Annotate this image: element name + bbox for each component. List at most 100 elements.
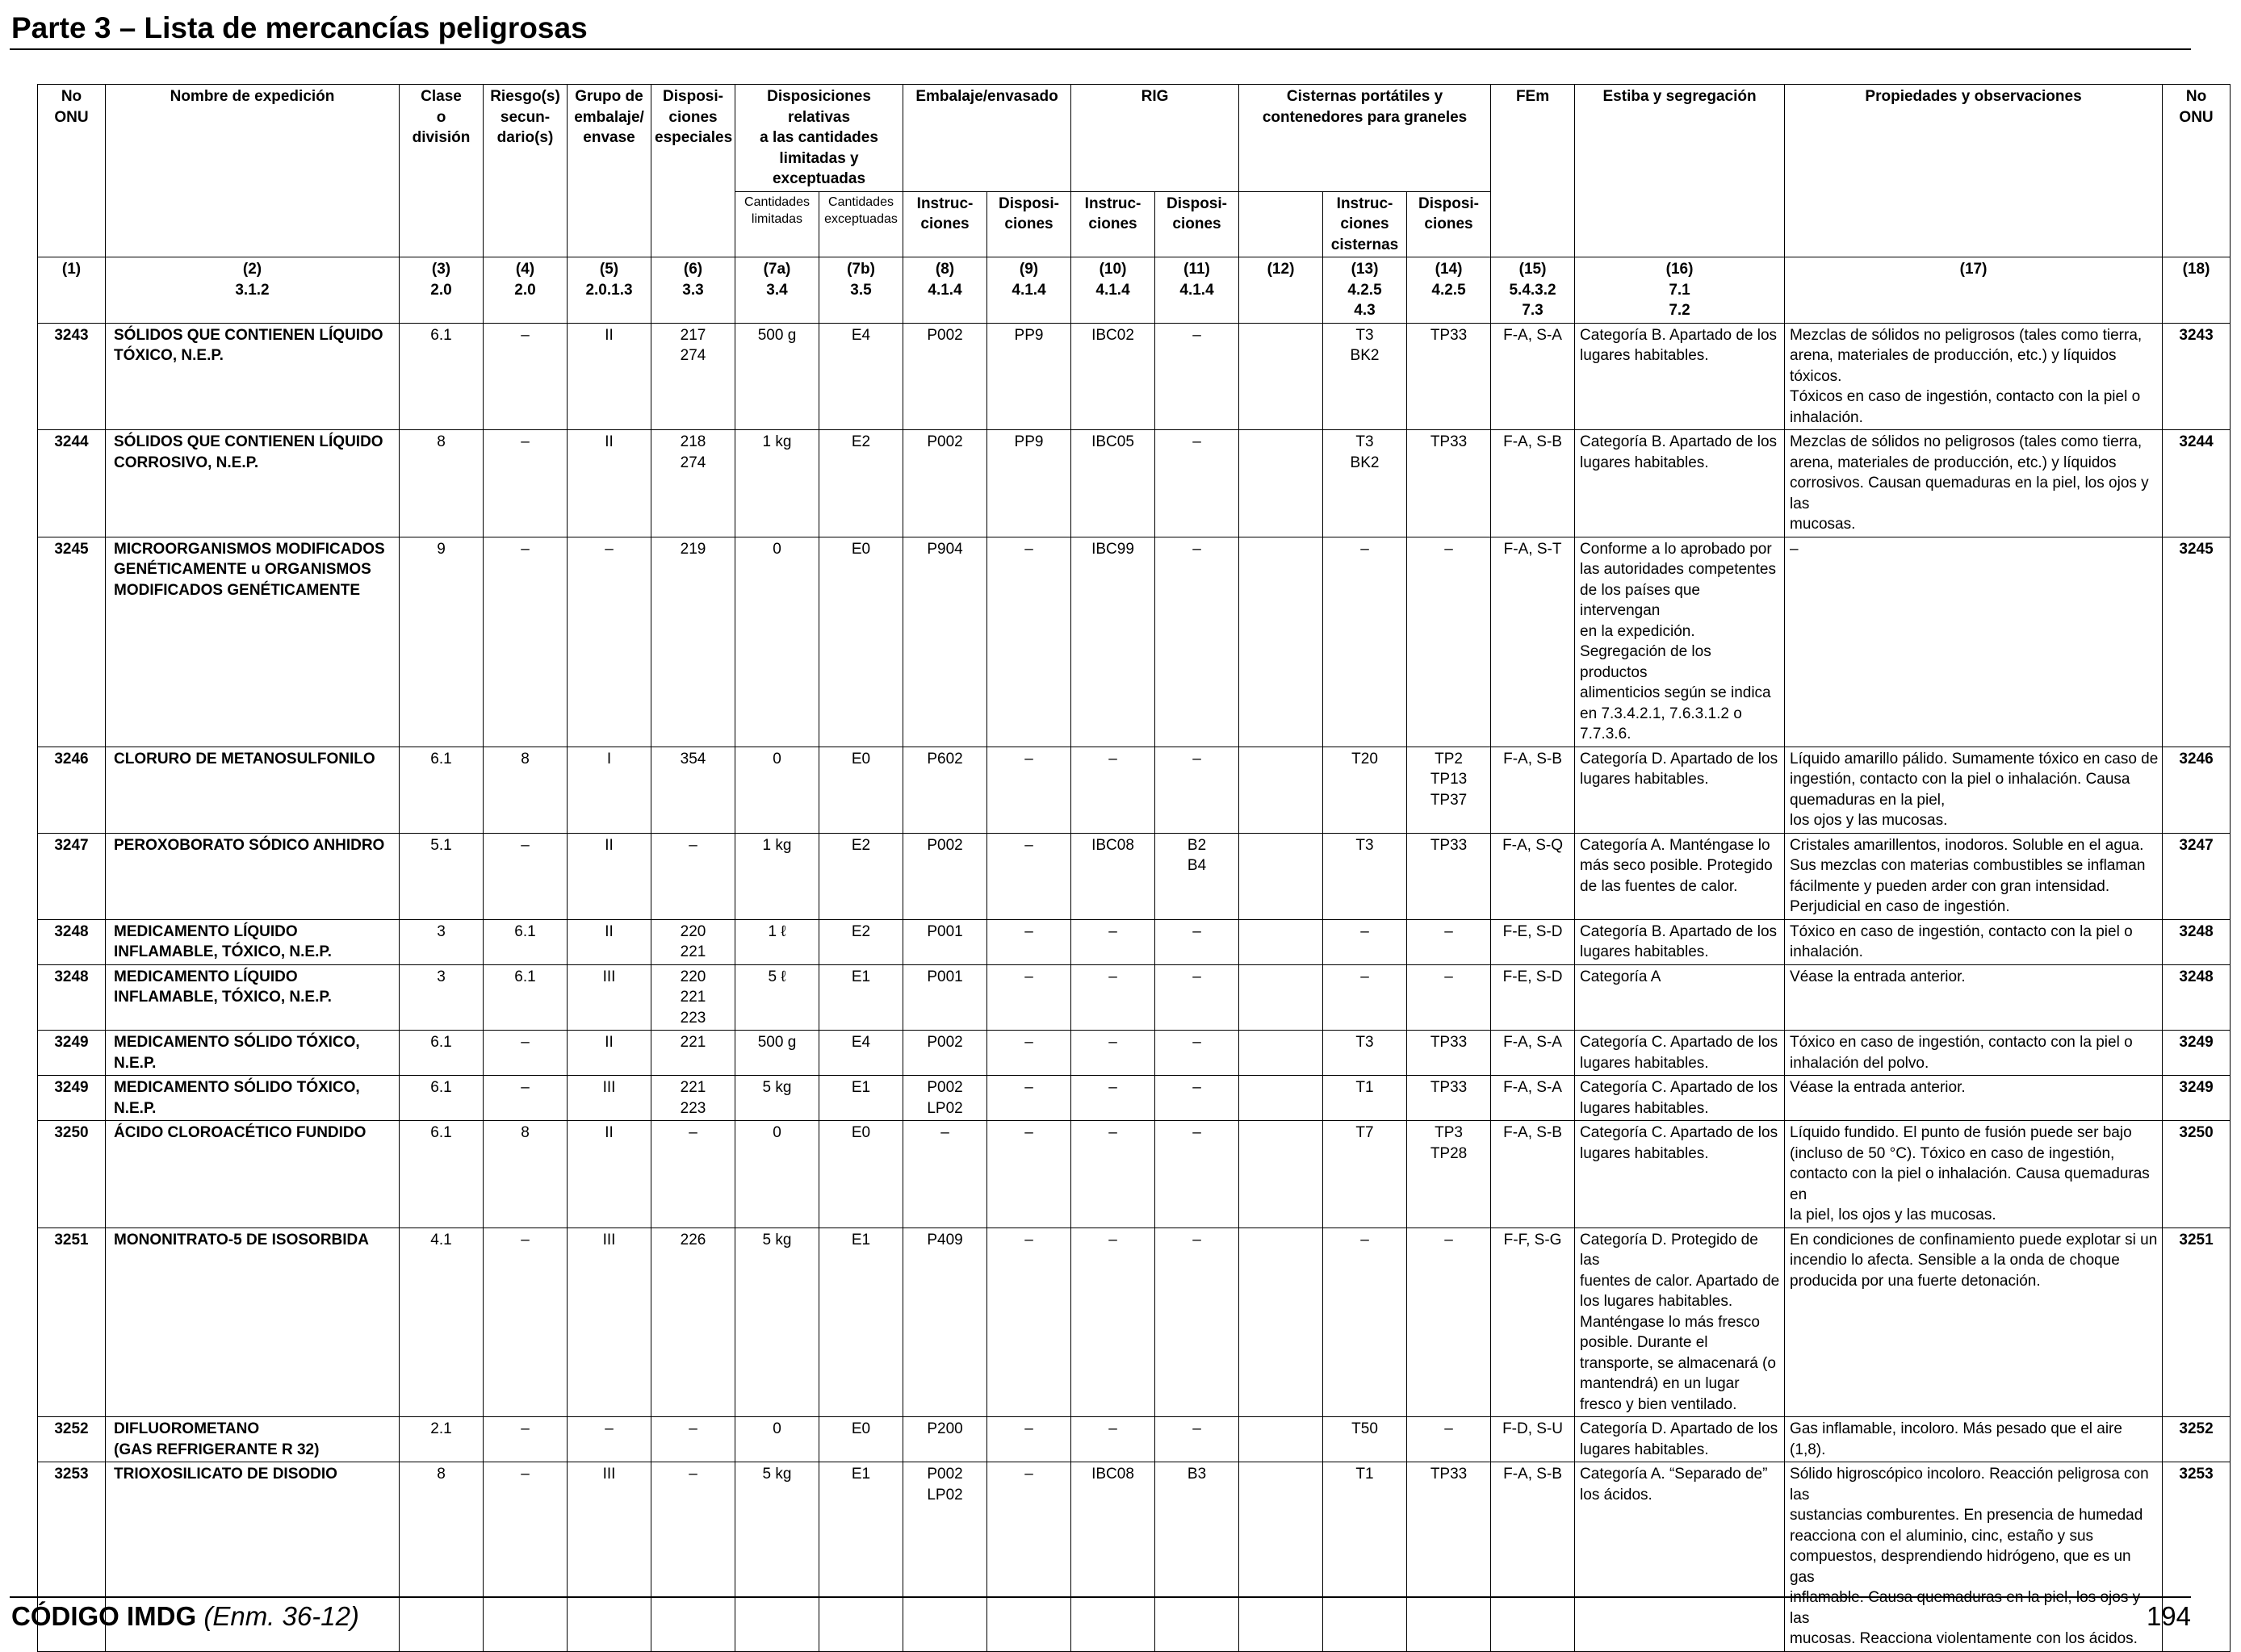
properties-cell: Tóxico en caso de ingestión, contacto co… [1784, 918, 2164, 965]
text-line: 218 [680, 433, 706, 450]
text-line: T7 [1355, 1124, 1374, 1141]
text-line: TP33 [1430, 1466, 1468, 1483]
special-provisions-cell: – [651, 1462, 735, 1652]
subsidiary-risk-cell: – [483, 1416, 568, 1462]
text-line: los ácidos. [1580, 1486, 1652, 1504]
text-line: lugares habitables. [1580, 771, 1709, 788]
text-line: posible. Durante el [1580, 1334, 1708, 1351]
packing-group-cell: II [567, 918, 651, 965]
text-line: (7b) [847, 261, 875, 278]
excepted-quantity-cell: E1 [818, 1227, 904, 1417]
text-line: arena, materiales de producción, etc.) y… [1790, 347, 2117, 385]
text-line: los lugares habitables. [1580, 1293, 1733, 1310]
text-line: – [940, 1124, 949, 1141]
text-line: Instruc- [1336, 194, 1393, 212]
shipping-name-cell: SÓLIDOS QUE CONTIENEN LÍQUIDO TÓXICO, N.E… [105, 322, 400, 430]
special-provisions-cell: – [651, 832, 735, 920]
text-line: Líquido amarillo pálido. Sumamente tóxic… [1790, 750, 2159, 767]
text-line: Mezclas de sólidos no peligrosos (tales … [1790, 326, 2143, 344]
text-line: Disposi- [999, 194, 1059, 212]
text-line: lugares habitables. [1580, 1144, 1709, 1162]
text-line: inhalación. [1790, 943, 1863, 960]
properties-cell: Líquido fundido. El punto de fusión pued… [1784, 1120, 2164, 1228]
text-line: Véase la entrada anterior. [1790, 968, 1966, 985]
class-cell: 9 [399, 536, 484, 747]
header-shipping-name: Nombre de expedición [105, 84, 400, 257]
text-line: Cisternas portátiles y [1286, 88, 1443, 105]
subsidiary-risk-cell: 6.1 [483, 918, 568, 965]
table-body: 3243 SÓLIDOS QUE CONTIENEN LÍQUIDO TÓXICO,… [37, 322, 2231, 1652]
class-cell: 2.1 [399, 1416, 484, 1462]
column-ref: (7a) 3.4 [735, 257, 819, 324]
column-ref: (11) 4.1.4 [1154, 257, 1240, 324]
ems-cell: F-E, S-D [1490, 918, 1576, 965]
text-line: MEDICAMENTO SÓLIDO TÓXICO, [114, 1034, 360, 1051]
tank-provision-cell: TP33 [1406, 832, 1492, 920]
text-line: Disposi- [1167, 194, 1227, 212]
column-ref: (16) 7.1 7.2 [1574, 257, 1786, 324]
text-line: Manténgase lo más fresco [1580, 1313, 1760, 1331]
ibc-instruction-cell: IBC99 [1070, 536, 1156, 747]
text-line: corrosivos. Causan quemaduras en la piel… [1790, 475, 2149, 512]
text-line: 4.2.5 [1347, 281, 1382, 299]
subsidiary-risk-cell: 8 [483, 746, 568, 834]
text-line: P002 [927, 836, 963, 854]
ibc-provision-cell: – [1154, 536, 1240, 747]
limited-quantity-cell: 0 [735, 1416, 819, 1462]
text-line: TÓXICO, N.E.P. [114, 347, 224, 364]
shipping-name-cell: MICROORGANISMOS MODIFICADOS GENÉTICAMENTE… [105, 536, 400, 747]
text-line: En condiciones de confinamiento puede ex… [1790, 1231, 2158, 1248]
class-cell: 3 [399, 918, 484, 965]
ibc-instruction-cell: – [1070, 1120, 1156, 1228]
text-line: Cantidades [744, 194, 810, 209]
ems-cell: F-A, S-A [1490, 1075, 1576, 1121]
text-line: 220 [680, 968, 706, 985]
ibc-provision-cell: B2 B4 [1154, 832, 1240, 920]
text-line: – [1360, 540, 1369, 558]
un-number-cell: 3249 [37, 1075, 106, 1121]
text-line: MEDICAMENTO LÍQUIDO [114, 922, 298, 940]
text-line: contacto con la piel o inhalación. Causa… [1790, 1165, 2150, 1203]
subsidiary-risk-cell: 6.1 [483, 964, 568, 1031]
packing-group-cell: III [567, 1227, 651, 1417]
text-line: Riesgo(s) [490, 88, 560, 105]
text-line: – [1444, 968, 1453, 985]
excepted-quantity-cell: E0 [818, 536, 904, 747]
ems-cell: F-A, S-A [1490, 1030, 1576, 1076]
special-provisions-cell: – [651, 1120, 735, 1228]
packing-provision-cell: – [986, 1227, 1072, 1417]
column-ref: (4) 2.0 [483, 257, 568, 324]
header-packing-instructions: Instruc-ciones [903, 190, 988, 257]
ibc-provision-cell: – [1154, 918, 1240, 965]
stowage-cell: Categoría B. Apartado de los lugares habi… [1574, 429, 1786, 537]
text-line: BK2 [1350, 454, 1380, 471]
col-12-cell [1238, 1075, 1324, 1121]
text-line: ciones [1088, 215, 1137, 232]
text-line: 7.7.3.6. [1580, 726, 1632, 742]
text-line: 4.1.4 [1012, 281, 1046, 299]
text-line: LP02 [927, 1099, 963, 1117]
col-12-cell [1238, 536, 1324, 747]
packing-instruction-cell: P602 [903, 746, 988, 834]
tank-provision-cell: TP33 [1406, 429, 1492, 537]
text-line: – [1192, 1034, 1201, 1051]
text-line: P904 [927, 540, 963, 558]
shipping-name-cell: ÁCIDO CLOROACÉTICO FUNDIDO [105, 1120, 400, 1228]
header-row-1: No ONU Nombre de expedición Clase o divisió… [37, 84, 2231, 257]
text-line: Instruc- [1084, 194, 1141, 212]
text-line: Grupo de [575, 88, 643, 105]
stowage-cell: Categoría B. Apartado de los lugares habi… [1574, 918, 1786, 965]
text-line: lugares habitables. [1580, 454, 1709, 471]
text-line: especiales [655, 129, 733, 146]
excepted-quantity-cell: E1 [818, 1462, 904, 1652]
ibc-instruction-cell: – [1070, 1075, 1156, 1121]
header-ibc: RIG [1070, 84, 1240, 192]
tank-instruction-cell: T20 [1322, 746, 1408, 834]
packing-provision-cell: – [986, 964, 1072, 1031]
text-line: Sus mezclas con materias combustibles se… [1790, 857, 2146, 874]
text-line: DIFLUOROMETANO [114, 1420, 260, 1437]
packing-instruction-cell: P002 LP02 [903, 1462, 988, 1652]
text-line: Categoría C. Apartado de los [1580, 1079, 1778, 1096]
text-line: inhalación. [1790, 408, 1863, 426]
text-line: MONONITRATO-5 DE ISOSORBIDA [114, 1231, 369, 1248]
